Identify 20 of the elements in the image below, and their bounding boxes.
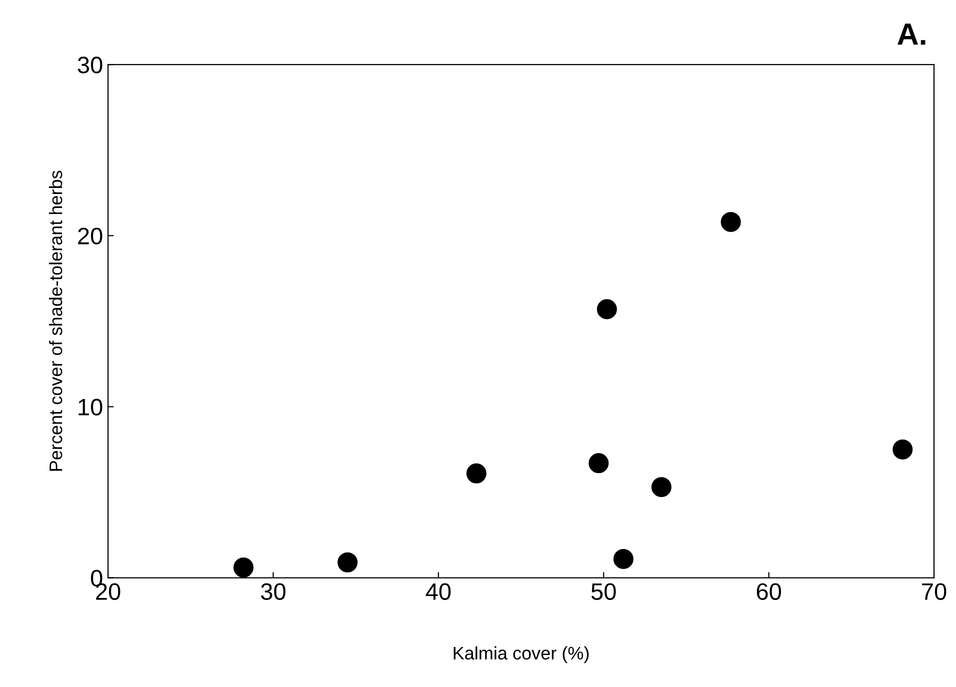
y-tick-label: 10 <box>78 398 102 416</box>
y-tick-label: 20 <box>78 228 102 244</box>
point <box>338 552 358 572</box>
point <box>651 477 672 498</box>
x-tick-label: 50 <box>591 583 616 600</box>
y-axis-title: Percent cover of shade-tolerant herbs <box>48 170 62 471</box>
chart-title: A. <box>898 24 926 45</box>
point <box>596 299 617 320</box>
y-tick-label: 30 <box>78 56 102 74</box>
x-axis-title: Kalmia cover (%) <box>454 646 589 664</box>
point <box>233 557 254 578</box>
point <box>466 463 486 484</box>
point <box>613 548 634 569</box>
x-tick-label: 60 <box>756 583 782 600</box>
point <box>892 439 913 460</box>
x-tick-label: 70 <box>922 583 946 600</box>
x-tick-label: 30 <box>260 583 286 600</box>
x-tick-label: 40 <box>426 583 451 600</box>
point <box>720 212 741 232</box>
point <box>588 453 609 474</box>
